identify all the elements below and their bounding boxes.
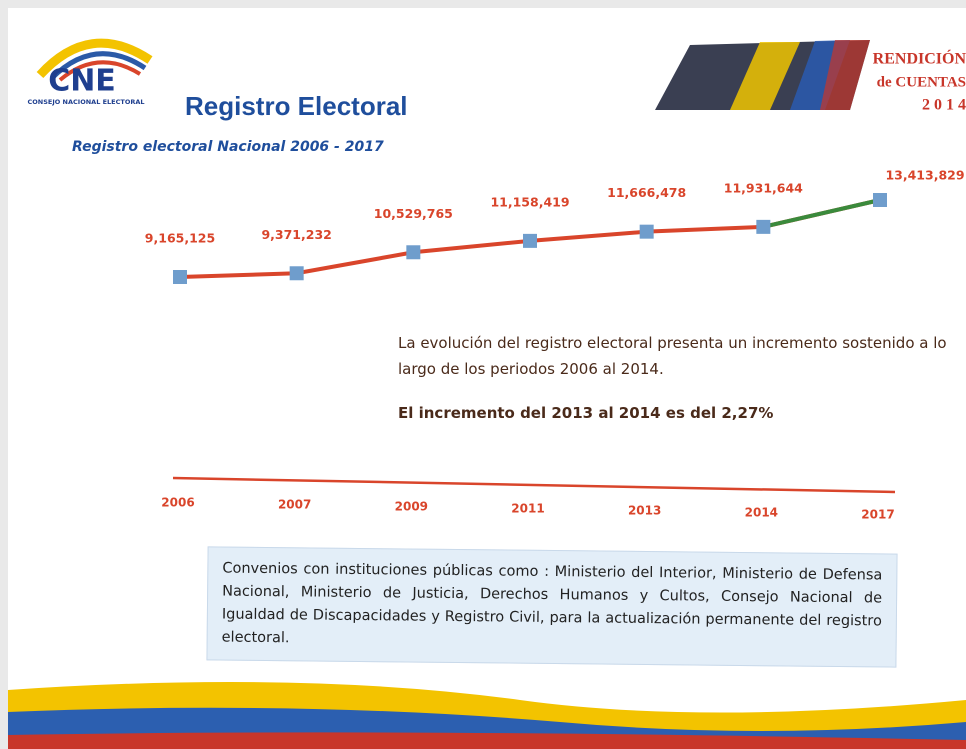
badge-line: de CUENTAS	[877, 74, 966, 90]
marker	[173, 270, 187, 284]
value-label: 11,158,419	[490, 194, 569, 209]
x-tick-label: 2011	[511, 502, 544, 516]
header-photo	[820, 40, 870, 110]
value-label: 9,371,232	[261, 227, 331, 242]
logo-subtitle: CONSEJO NACIONAL ELECTORAL	[27, 98, 144, 106]
marker	[756, 219, 771, 234]
x-tick-label: 2009	[395, 500, 428, 514]
logo-text: CNE	[48, 64, 116, 99]
badge-line: RENDICIÓN	[873, 49, 966, 68]
x-tick-label: 2017	[861, 508, 894, 522]
line-segment	[762, 198, 881, 229]
annotation: El incremento del 2013 al 2014 es del 2,…	[398, 404, 774, 422]
logo-arc	[36, 38, 153, 79]
x-axis	[172, 476, 896, 494]
header-photo	[730, 42, 800, 110]
marker	[639, 224, 654, 239]
marker	[406, 245, 421, 260]
x-tick-label: 2013	[628, 504, 661, 518]
value-label: 9,165,125	[145, 231, 215, 246]
marker	[523, 233, 537, 248]
annotation: La evolución del registro electoral pres…	[398, 334, 947, 378]
value-label: 10,529,765	[374, 206, 453, 221]
decoration	[8, 732, 966, 749]
logo-arc	[50, 51, 147, 80]
value-label: 13,413,829	[885, 168, 964, 183]
marker	[289, 266, 304, 281]
value-label: 11,666,478	[607, 185, 686, 200]
logo-arc	[58, 60, 142, 82]
value-label: 11,931,644	[724, 180, 803, 195]
badge-line: 2 0 1 4	[922, 97, 966, 114]
x-tick-label: 2014	[745, 506, 778, 520]
x-tick-label: 2007	[278, 498, 311, 512]
chart-title: Registro electoral Nacional 2006 - 2017	[72, 139, 384, 155]
note-box: Convenios con instituciones públicas com…	[206, 546, 898, 668]
slide-title: Registro Electoral	[185, 91, 408, 121]
marker	[873, 193, 887, 207]
x-tick-label: 2006	[161, 496, 194, 510]
